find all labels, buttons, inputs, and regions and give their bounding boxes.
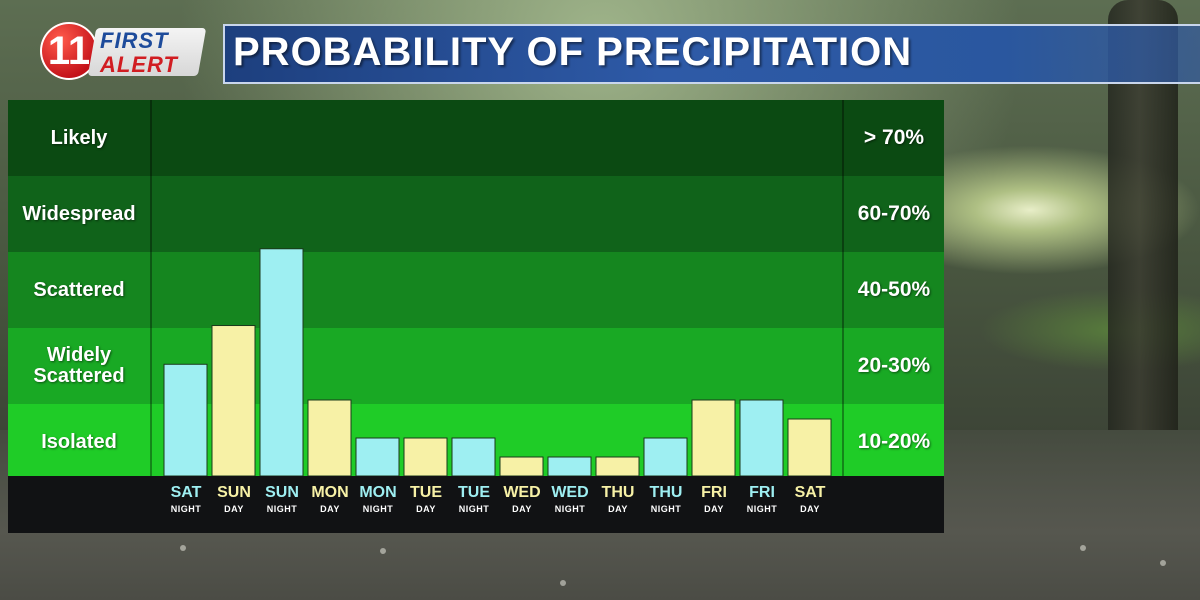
- bars-layer: [163, 248, 832, 477]
- x-tick-period: DAY: [512, 504, 532, 514]
- station-logo: 11 FIRST ALERT: [40, 22, 207, 82]
- x-tick-label: MON DAY: [307, 484, 353, 516]
- x-tick-label: WED DAY: [499, 484, 545, 516]
- band-range-label: 10-20%: [857, 429, 931, 453]
- bar-wed-night: [547, 456, 592, 477]
- band-label: Widely Scattered: [33, 344, 125, 387]
- bar-sat-night: [163, 363, 208, 477]
- left-divider: [150, 100, 152, 533]
- bar-tue-night: [451, 437, 496, 477]
- band-label: Isolated: [41, 430, 117, 453]
- band-label: Widespread: [22, 202, 136, 225]
- x-tick-period: DAY: [224, 504, 244, 514]
- x-tick-period: DAY: [416, 504, 436, 514]
- x-tick-label: WED NIGHT: [547, 484, 593, 516]
- bar-thu-day: [595, 456, 640, 477]
- band-range-label: 40-50%: [857, 277, 931, 301]
- x-tick-period: DAY: [608, 504, 628, 514]
- x-tick-period: NIGHT: [266, 504, 298, 514]
- x-tick-day: FRI: [701, 484, 727, 501]
- x-tick-label: SUN DAY: [211, 484, 257, 516]
- rain-splash: [380, 548, 386, 554]
- x-tick-day: MON: [311, 484, 349, 501]
- x-tick-label: TUE NIGHT: [451, 484, 497, 516]
- x-tick-day: MON: [359, 484, 397, 501]
- bar-sat-day: [787, 418, 832, 477]
- x-tick-day: THU: [601, 484, 635, 501]
- x-tick-period: NIGHT: [746, 504, 778, 514]
- x-tick-day: WED: [503, 484, 541, 501]
- x-tick-day: SUN: [265, 484, 299, 501]
- x-tick-label: SAT NIGHT: [163, 484, 209, 516]
- rain-splash: [180, 545, 186, 551]
- x-tick-day: TUE: [410, 484, 442, 501]
- x-tick-period: NIGHT: [650, 504, 682, 514]
- bar-sun-night: [259, 248, 304, 477]
- band-range-label: > 70%: [863, 125, 925, 149]
- x-tick-period: NIGHT: [458, 504, 490, 514]
- bar-fri-night: [739, 399, 784, 477]
- band-widespread: Widespread 60-70%: [8, 176, 944, 252]
- x-tick-day: SUN: [217, 484, 251, 501]
- x-tick-period: DAY: [704, 504, 724, 514]
- title-bar: PROBABILITY OF PRECIPITATION: [223, 24, 1200, 84]
- bar-thu-night: [643, 437, 688, 477]
- x-tick-day: SAT: [794, 484, 826, 501]
- x-tick-day: SAT: [170, 484, 202, 501]
- band-scattered: Scattered 40-50%: [8, 252, 944, 328]
- band-range-label: 20-30%: [857, 353, 931, 377]
- precip-chart: Likely > 70% Widespread 60-70% Scattered 40-5…: [8, 100, 944, 533]
- x-tick-period: NIGHT: [362, 504, 394, 514]
- band-label: Likely: [50, 126, 108, 149]
- x-tick-day: FRI: [749, 484, 775, 501]
- rain-splash: [1160, 560, 1166, 566]
- bar-fri-day: [691, 399, 736, 477]
- band-likely: Likely > 70%: [8, 100, 944, 176]
- bar-sun-day: [211, 325, 256, 477]
- x-tick-day: WED: [551, 484, 589, 501]
- x-tick-label: FRI DAY: [691, 484, 737, 516]
- right-divider: [842, 100, 844, 533]
- x-tick-label: FRI NIGHT: [739, 484, 785, 516]
- x-axis-strip: [8, 476, 944, 533]
- band-label: Scattered: [33, 278, 125, 301]
- bar-wed-day: [499, 456, 544, 477]
- logo-alert-text: ALERT: [100, 52, 178, 77]
- x-tick-day: THU: [649, 484, 683, 501]
- x-tick-label: TUE DAY: [403, 484, 449, 516]
- chart-title: PROBABILITY OF PRECIPITATION: [233, 30, 913, 74]
- x-tick-period: DAY: [320, 504, 340, 514]
- rain-splash: [1080, 545, 1086, 551]
- rain-splash: [560, 580, 566, 586]
- x-tick-label: MON NIGHT: [355, 484, 401, 516]
- band-range-label: 60-70%: [857, 201, 931, 225]
- x-tick-label: THU DAY: [595, 484, 641, 516]
- x-tick-period: DAY: [800, 504, 820, 514]
- bar-tue-day: [403, 437, 448, 477]
- x-tick-label: SUN NIGHT: [259, 484, 305, 516]
- x-tick-label: THU NIGHT: [643, 484, 689, 516]
- bar-mon-night: [355, 437, 400, 477]
- channel-number: 11: [40, 22, 98, 80]
- x-tick-day: TUE: [458, 484, 490, 501]
- x-tick-period: NIGHT: [554, 504, 586, 514]
- bar-mon-day: [307, 399, 352, 477]
- x-tick-period: NIGHT: [170, 504, 202, 514]
- logo-first-text: FIRST: [100, 28, 169, 53]
- x-tick-label: SAT DAY: [787, 484, 833, 516]
